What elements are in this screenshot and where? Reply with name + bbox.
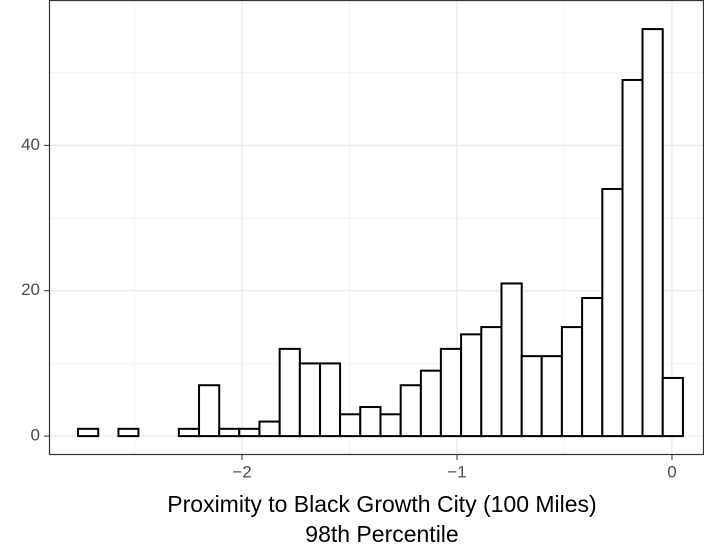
bar xyxy=(319,362,342,438)
bar xyxy=(117,427,140,438)
bar xyxy=(520,355,543,438)
bar xyxy=(621,78,644,438)
bar xyxy=(460,333,483,438)
bar xyxy=(601,187,624,438)
bar xyxy=(218,427,241,438)
bar xyxy=(661,376,684,438)
bar xyxy=(581,297,604,438)
bar xyxy=(298,362,322,438)
bar xyxy=(278,347,301,438)
bar xyxy=(540,355,563,438)
bar xyxy=(500,282,523,438)
bar xyxy=(379,413,402,438)
bar xyxy=(359,406,382,438)
bar xyxy=(439,347,463,438)
bar xyxy=(77,427,100,438)
x-tick-label: −2 xyxy=(232,462,251,481)
bar xyxy=(198,384,221,438)
bar xyxy=(238,427,261,438)
bar xyxy=(399,384,422,438)
bar xyxy=(480,326,503,438)
bar xyxy=(560,326,584,438)
x-axis-title: Proximity to Black Growth City (100 Mile… xyxy=(167,491,596,517)
bar xyxy=(419,369,442,438)
x-axis-subtitle: 98th Percentile xyxy=(305,521,458,547)
x-tick-label: 0 xyxy=(667,462,676,481)
y-tick-label: 0 xyxy=(31,426,40,445)
x-tick-label: −1 xyxy=(447,462,466,481)
bar xyxy=(258,420,281,438)
y-tick-label: 40 xyxy=(21,135,40,154)
bar xyxy=(339,413,362,438)
bar xyxy=(641,28,664,438)
bar xyxy=(177,427,201,438)
y-tick-label: 20 xyxy=(21,280,40,299)
